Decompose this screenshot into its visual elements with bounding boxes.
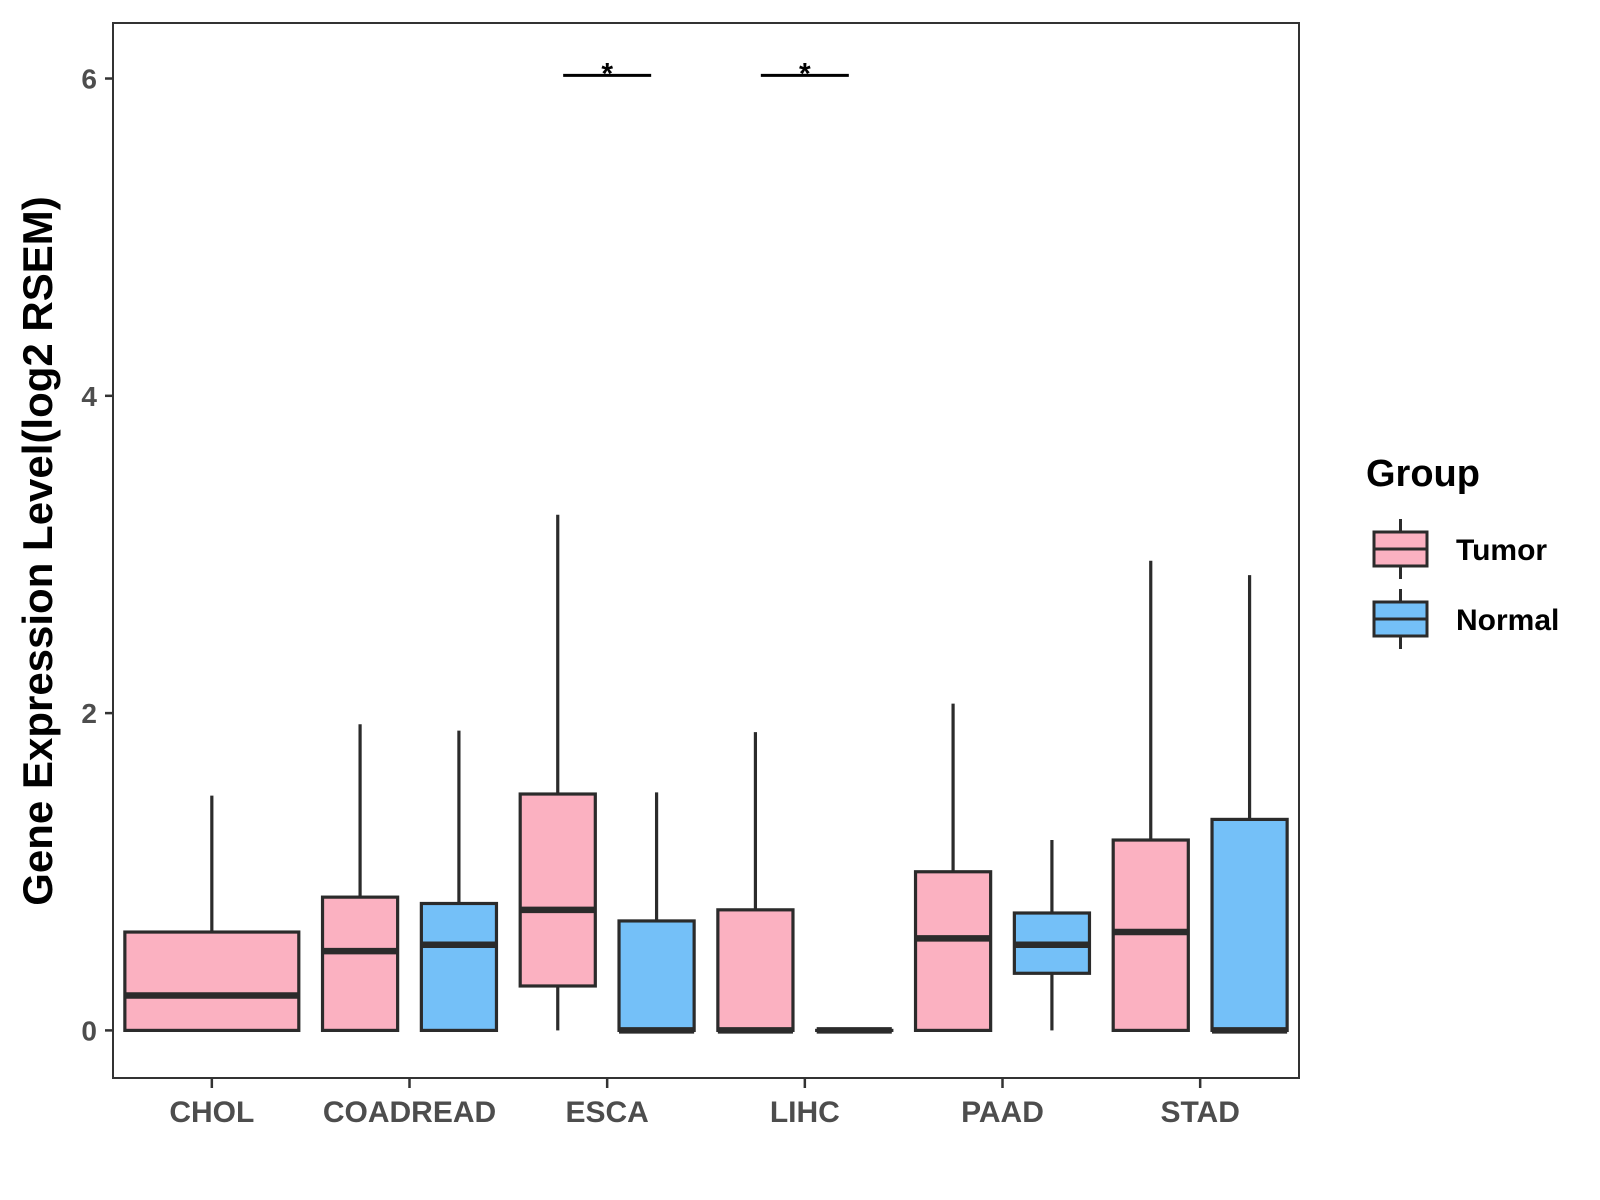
box-normal-esca xyxy=(617,919,696,1033)
box-tumor-coadread xyxy=(320,895,400,1033)
legend-title: Group xyxy=(1366,453,1480,495)
x-tick-label-coadread: COADREAD xyxy=(323,1096,496,1129)
y-tick-label-6: 6 xyxy=(81,64,97,95)
legend-label-normal: Normal xyxy=(1456,604,1559,637)
y-tick-label-2: 2 xyxy=(81,698,97,729)
x-tick-label-paad: PAAD xyxy=(961,1096,1044,1129)
significance-label-esca: * xyxy=(601,57,613,90)
x-tick-label-esca: ESCA xyxy=(565,1096,648,1129)
legend-label-tumor: Tumor xyxy=(1456,534,1547,567)
y-tick-label-4: 4 xyxy=(81,381,97,412)
x-tick-label-chol: CHOL xyxy=(169,1096,254,1129)
x-tick-label-stad: STAD xyxy=(1160,1096,1239,1129)
plot-panel xyxy=(112,22,1300,1079)
legend: Group Tumor Normal xyxy=(1366,453,1559,649)
x-axis: CHOL COADREAD ESCA LIHC PAAD STAD xyxy=(169,1078,1240,1129)
box-normal-stad xyxy=(1210,817,1289,1033)
box-normal-coadread xyxy=(419,901,499,1033)
y-axis-title: Gene Expression Level(log2 RSEM) xyxy=(14,196,61,906)
box-tumor-lihc xyxy=(716,908,795,1033)
x-tick-label-lihc: LIHC xyxy=(770,1096,840,1129)
box-tumor-chol xyxy=(123,930,301,1033)
chart-marks: * * xyxy=(123,57,1289,1034)
significance-label-lihc: * xyxy=(799,57,811,90)
box-tumor-paad xyxy=(913,870,993,1033)
y-axis: 0 2 4 6 xyxy=(81,64,113,1046)
y-tick-label-0: 0 xyxy=(81,1015,97,1046)
box-tumor-esca xyxy=(518,792,597,988)
